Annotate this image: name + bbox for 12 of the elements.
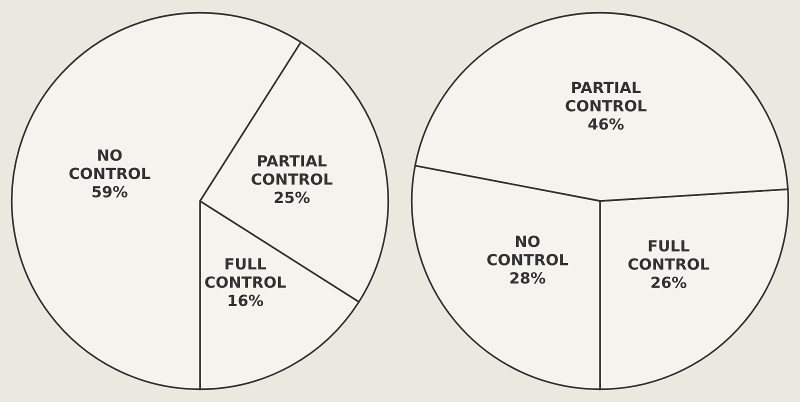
slice-label: PARTIAL CONTROL [252,155,332,185]
data-label: 28% [510,272,546,284]
slice-label: NO CONTROL [69,149,150,180]
slice-label: PARTIAL CONTROL [566,82,646,112]
slice-label: FULL CONTROL [628,240,710,270]
slice-label: NO CONTROL [487,236,568,266]
data-label: 16% [228,294,264,306]
data-label: 26% [652,276,686,288]
slice-label: FULL CONTROL [205,258,286,288]
data-label: 59% [92,186,128,198]
data-label: 46% [588,118,624,130]
data-label: 25% [274,192,310,204]
